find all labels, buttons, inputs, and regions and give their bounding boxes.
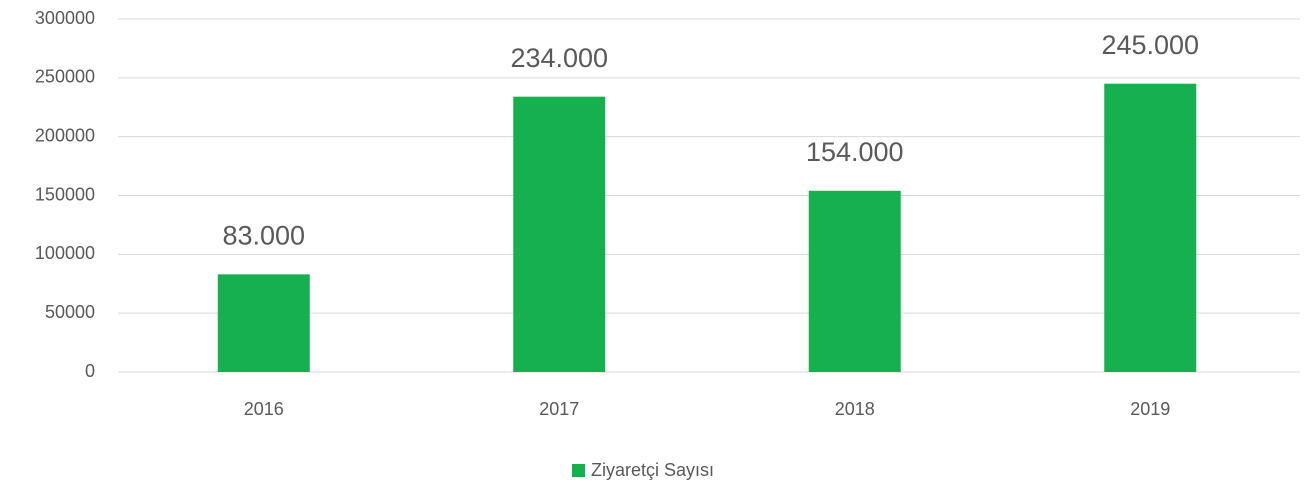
y-tick-label: 300000 xyxy=(35,8,95,28)
y-tick-label: 150000 xyxy=(35,184,95,204)
bar xyxy=(513,96,606,372)
data-label: 234.000 xyxy=(510,43,608,73)
y-tick-label: 200000 xyxy=(35,125,95,145)
y-tick-label: 50000 xyxy=(45,302,95,322)
bar xyxy=(808,190,901,372)
x-tick-label: 2016 xyxy=(244,399,284,419)
y-tick-label: 250000 xyxy=(35,67,95,87)
y-tick-label: 100000 xyxy=(35,243,95,263)
legend-swatch xyxy=(572,464,585,477)
data-label: 83.000 xyxy=(222,220,305,250)
data-label: 154.000 xyxy=(806,137,904,167)
data-label: 245.000 xyxy=(1101,30,1199,60)
legend-label: Ziyaretçi Sayısı xyxy=(591,460,714,480)
x-tick-label: 2017 xyxy=(539,399,579,419)
bar xyxy=(217,274,310,372)
x-tick-label: 2018 xyxy=(835,399,875,419)
x-tick-label: 2019 xyxy=(1130,399,1170,419)
bar xyxy=(1104,83,1197,372)
y-tick-label: 0 xyxy=(85,361,95,381)
